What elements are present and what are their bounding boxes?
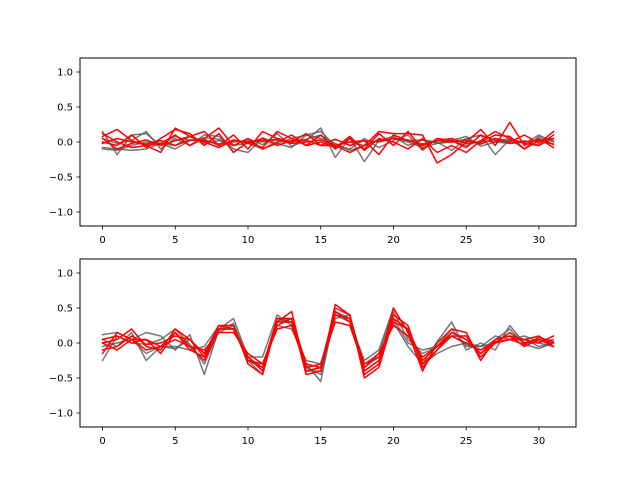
- series-line-2-9: [101, 321, 555, 369]
- x-tick-label-2-25: 25: [460, 436, 473, 447]
- y-tick-label-1-0: −1.0: [49, 208, 73, 219]
- x-tick-label-2-30: 30: [533, 436, 546, 447]
- series-line-1-9: [101, 137, 555, 147]
- x-tick-label-2-20: 20: [387, 436, 400, 447]
- y-tick-label-2-4: 1.0: [57, 269, 73, 280]
- x-tick-label-1-15: 15: [314, 235, 327, 246]
- x-tick-label-2-15: 15: [314, 436, 327, 447]
- y-tick-label-1-2: 0.0: [57, 138, 73, 149]
- subplot-2: 0 5 10 15 20 25 30 −1.0 −0.5 0.0 0.5 1.0: [49, 258, 577, 447]
- x-tick-label-1-0: 0: [99, 235, 105, 246]
- y-tick-label-2-3: 0.5: [57, 304, 73, 315]
- x-tick-label-2-0: 0: [99, 436, 105, 447]
- x-tick-label-2-10: 10: [242, 436, 255, 447]
- y-tick-label-2-1: −0.5: [49, 374, 73, 385]
- x-tick-label-1-25: 25: [460, 235, 473, 246]
- y-tick-label-2-2: 0.0: [57, 339, 73, 350]
- x-tick-label-1-5: 5: [172, 235, 178, 246]
- x-tick-label-2-5: 5: [172, 436, 178, 447]
- subplot-1: 0 5 10 15 20 25 30 −1.0 −0.5 0.0 0.5 1.0: [49, 57, 577, 246]
- series-line-2-8: [101, 310, 555, 369]
- x-tick-label-1-20: 20: [387, 235, 400, 246]
- y-tick-label-1-4: 1.0: [57, 68, 73, 79]
- y-tick-label-1-1: −0.5: [49, 173, 73, 184]
- y-tick-label-1-3: 0.5: [57, 103, 73, 114]
- x-tick-label-1-10: 10: [242, 235, 255, 246]
- y-tick-label-2-0: −1.0: [49, 409, 73, 420]
- x-tick-label-1-30: 30: [533, 235, 546, 246]
